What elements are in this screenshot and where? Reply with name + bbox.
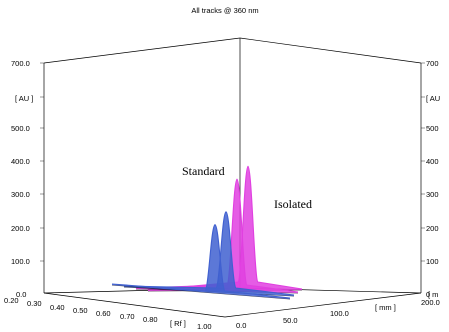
z-axis-left: 700.0 [ AU ] 500.0 400.0 300.0 200.0 100… <box>11 59 33 299</box>
grid-lines <box>40 62 425 262</box>
z-tick-label: 0 <box>426 290 430 299</box>
z-tick-label: 500 <box>426 124 439 133</box>
rf-tick-label: 0.20 <box>4 296 19 305</box>
rf-axis: 0.20 0.30 0.40 0.50 0.60 0.70 0.80 [ Rf … <box>4 296 212 331</box>
mm-tick-label: 0.0 <box>236 321 246 330</box>
top-right-edge <box>239 37 422 64</box>
mm-tick-label: 200.0 <box>421 298 440 307</box>
mm-axis: 0.0 50.0 100.0 [ mm ] 200.0 [ m <box>236 290 440 330</box>
z-tick-label: 200 <box>426 224 439 233</box>
peak-traces <box>111 165 303 300</box>
rf-tick-label: 0.50 <box>73 306 88 315</box>
z-tick-label: 100.0 <box>11 257 30 266</box>
series-label-standard: Standard <box>182 164 225 178</box>
rf-tick-label: 0.30 <box>27 299 42 308</box>
z-tick-label: 0.0 <box>16 290 26 299</box>
mm-tick-label: 100.0 <box>330 309 349 318</box>
peak-trace <box>111 224 291 299</box>
z-tick-label: 700.0 <box>11 59 30 68</box>
z-tick-label: 400.0 <box>11 157 30 166</box>
rf-tick-label: 0.40 <box>50 303 65 312</box>
z-tick-label: 300.0 <box>11 190 30 199</box>
z-tick-label: 100 <box>426 257 439 266</box>
z-tick-label: 300 <box>426 190 439 199</box>
mm-tick-label: 50.0 <box>283 316 298 325</box>
chart-title: All tracks @ 360 nm <box>191 6 258 15</box>
rf-tick-label: 0.70 <box>120 312 135 321</box>
floor-mm-axis <box>224 292 422 318</box>
z-tick-label: 200.0 <box>11 224 30 233</box>
floor-rf-axis <box>43 292 226 318</box>
top-left-edge <box>43 37 241 64</box>
rf-tick-label: 0.60 <box>96 309 111 318</box>
rf-tick-label: 0.80 <box>143 315 158 324</box>
z-tick-label: 700 <box>426 59 439 68</box>
peak-area <box>124 211 294 297</box>
z-tick-label: 500.0 <box>11 124 30 133</box>
mm-axis-unit: [ mm ] <box>375 303 396 312</box>
z-axis-unit: [ AU ] <box>15 94 33 103</box>
z-tick-label: 400 <box>426 157 439 166</box>
z-axis-unit: [ AU <box>426 94 440 103</box>
rf-axis-unit: [ Rf ] <box>170 319 186 328</box>
rf-tick-label: 1.00 <box>197 322 212 331</box>
series-label-isolated: Isolated <box>274 197 312 211</box>
mm-axis-unit-corner: [ m <box>428 290 438 299</box>
z-axis-right: 700 [ AU 500 400 300 200 100 0 <box>426 59 440 299</box>
baseline-trace <box>111 284 291 300</box>
